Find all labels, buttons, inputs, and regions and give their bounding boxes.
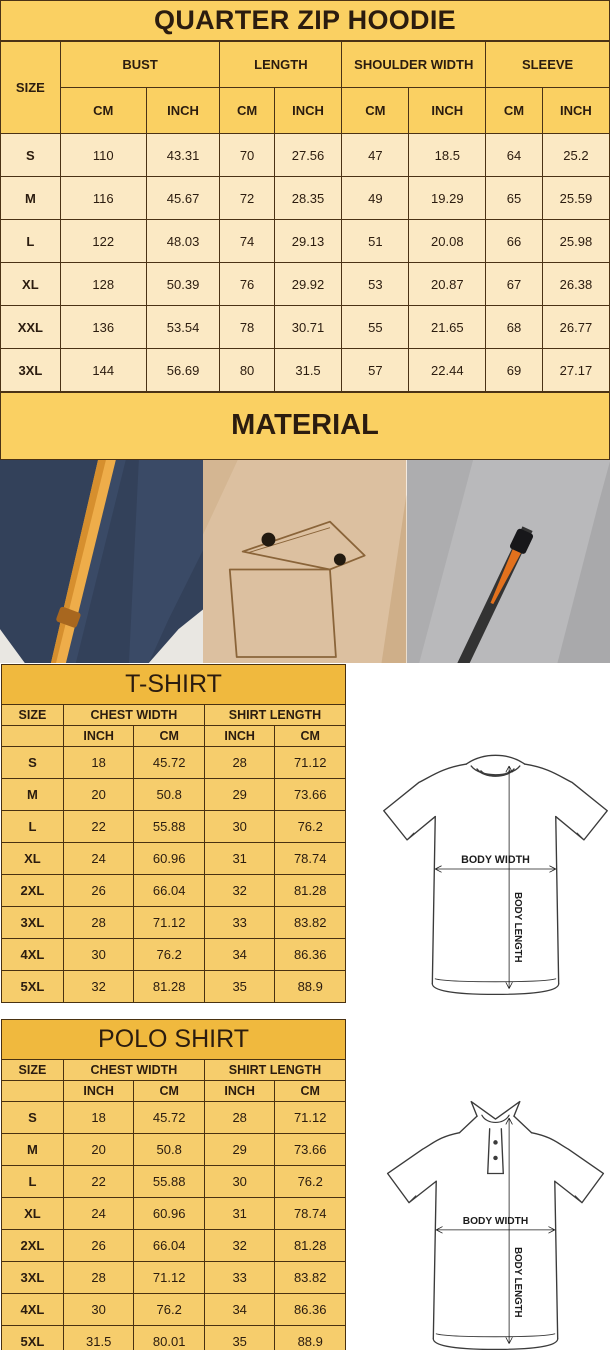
svg-text:BODY LENGTH: BODY LENGTH [512,1247,523,1317]
svg-text:BODY WIDTH: BODY WIDTH [461,854,530,866]
svg-text:BODY WIDTH: BODY WIDTH [463,1216,528,1227]
svg-text:BODY LENGTH: BODY LENGTH [512,892,523,962]
